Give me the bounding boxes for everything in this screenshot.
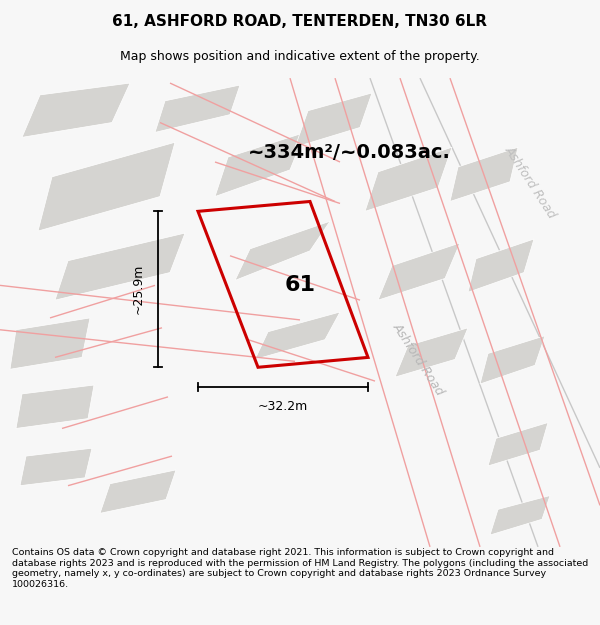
Polygon shape bbox=[450, 148, 518, 201]
Text: Map shows position and indicative extent of the property.: Map shows position and indicative extent… bbox=[120, 50, 480, 62]
Text: ~25.9m: ~25.9m bbox=[131, 264, 145, 314]
Polygon shape bbox=[20, 448, 92, 486]
Polygon shape bbox=[480, 336, 545, 384]
Polygon shape bbox=[255, 312, 340, 359]
Polygon shape bbox=[22, 83, 130, 138]
Polygon shape bbox=[395, 328, 468, 377]
Polygon shape bbox=[100, 470, 176, 513]
Polygon shape bbox=[295, 93, 372, 148]
Polygon shape bbox=[488, 422, 548, 466]
Polygon shape bbox=[235, 221, 330, 281]
Polygon shape bbox=[365, 148, 452, 211]
Polygon shape bbox=[155, 85, 240, 132]
Polygon shape bbox=[215, 132, 305, 196]
Text: Ashford Road: Ashford Road bbox=[502, 143, 558, 221]
Text: ~32.2m: ~32.2m bbox=[258, 400, 308, 413]
Polygon shape bbox=[16, 385, 94, 429]
Polygon shape bbox=[10, 318, 90, 369]
Text: 61, ASHFORD ROAD, TENTERDEN, TN30 6LR: 61, ASHFORD ROAD, TENTERDEN, TN30 6LR bbox=[113, 14, 487, 29]
Polygon shape bbox=[468, 239, 534, 292]
Polygon shape bbox=[490, 496, 550, 535]
Polygon shape bbox=[378, 243, 460, 300]
Text: Ashford Road: Ashford Road bbox=[390, 321, 446, 398]
Text: 61: 61 bbox=[284, 276, 316, 296]
Polygon shape bbox=[38, 142, 175, 231]
Polygon shape bbox=[55, 233, 185, 300]
Text: ~334m²/~0.083ac.: ~334m²/~0.083ac. bbox=[248, 142, 451, 162]
Text: Contains OS data © Crown copyright and database right 2021. This information is : Contains OS data © Crown copyright and d… bbox=[12, 549, 588, 589]
